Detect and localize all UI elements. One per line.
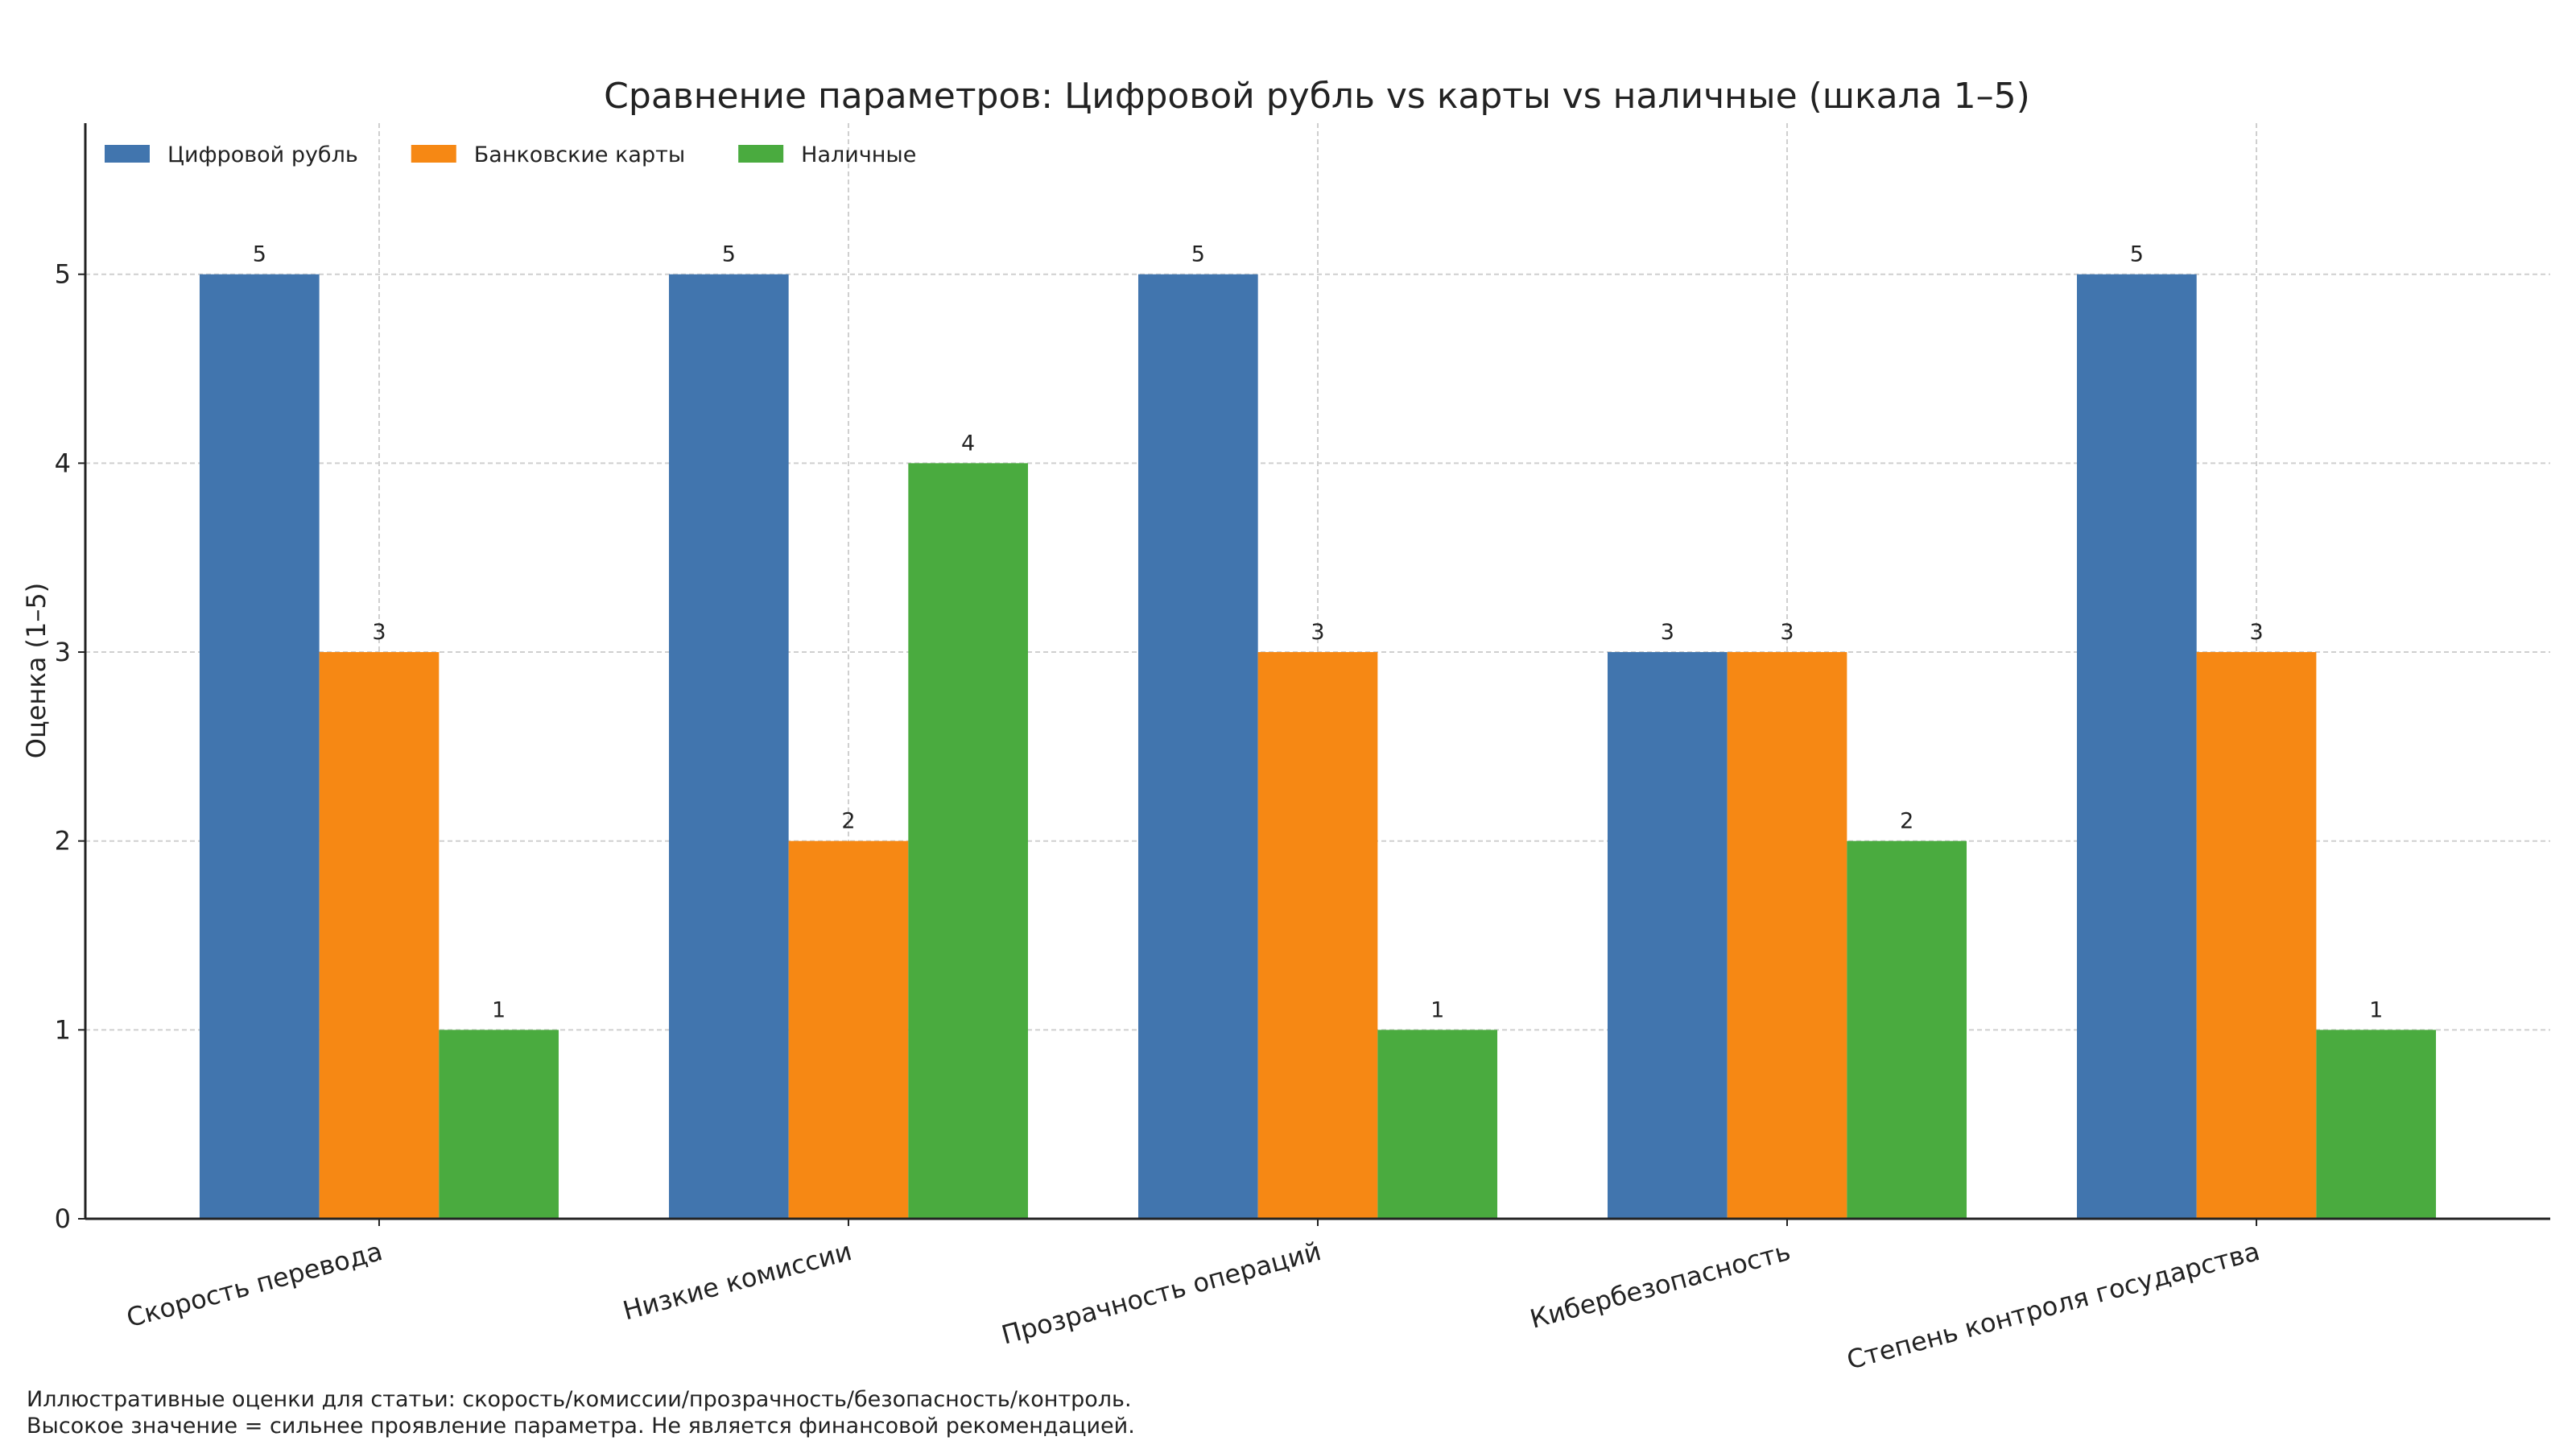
y-tick-label: 2 xyxy=(55,826,71,857)
legend-label: Цифровой рубль xyxy=(167,142,358,167)
y-tick-label: 0 xyxy=(55,1203,71,1234)
legend-swatch xyxy=(738,145,784,163)
data-label: 3 xyxy=(1661,620,1674,645)
bar xyxy=(1257,652,1378,1219)
bar xyxy=(1377,1030,1498,1219)
data-label: 5 xyxy=(1191,242,1205,267)
footer-line-2: Высокое значение = сильнее проявление па… xyxy=(27,1414,1135,1439)
data-label: 5 xyxy=(253,242,266,267)
data-label: 1 xyxy=(492,997,506,1022)
y-axis-label: Оценка (1–5) xyxy=(21,583,52,758)
chart-title: Сравнение параметров: Цифровой рубль vs … xyxy=(604,76,2030,117)
data-label: 3 xyxy=(2249,620,2263,645)
data-label: 5 xyxy=(722,242,736,267)
bar xyxy=(2316,1030,2437,1219)
bar xyxy=(2196,652,2317,1219)
x-tick-label: Степень контроля государства xyxy=(1843,1236,2263,1376)
footer-line-1: Иллюстративные оценки для статьи: скорос… xyxy=(27,1387,1132,1412)
data-labels: 5 5 5 3 5 3 2 3 3 3 1 4 1 2 1 xyxy=(253,242,2384,1023)
x-tick-label: Низкие комиссии xyxy=(620,1236,855,1326)
bar xyxy=(1847,840,1967,1219)
data-label: 1 xyxy=(1430,997,1444,1022)
bar xyxy=(1137,274,1258,1220)
y-tick-label: 3 xyxy=(55,637,71,667)
data-label: 5 xyxy=(2130,242,2144,267)
data-label: 3 xyxy=(1780,620,1794,645)
data-label: 4 xyxy=(961,431,975,456)
legend-swatch xyxy=(411,145,456,163)
bar xyxy=(319,652,440,1219)
bar xyxy=(788,840,909,1219)
bar xyxy=(199,274,320,1220)
data-label: 3 xyxy=(1311,620,1324,645)
footer-note: Иллюстративные оценки для статьи: скорос… xyxy=(27,1386,1135,1439)
y-tick-label: 4 xyxy=(55,448,71,478)
x-tick-label: Кибербезопасность xyxy=(1527,1236,1794,1335)
bar xyxy=(668,274,789,1220)
legend-swatch xyxy=(105,145,150,163)
data-label: 3 xyxy=(372,620,386,645)
bars xyxy=(199,274,2437,1220)
y-tick-label: 5 xyxy=(55,259,71,290)
data-label: 2 xyxy=(841,809,855,834)
y-tick-label: 1 xyxy=(55,1014,71,1045)
bar xyxy=(908,463,1028,1219)
data-label: 1 xyxy=(2369,997,2383,1022)
legend: Цифровой рубль Банковские карты Наличные xyxy=(105,142,916,167)
bar xyxy=(1608,652,1728,1219)
legend-label: Наличные xyxy=(801,142,916,167)
bar xyxy=(439,1030,559,1219)
x-tick-label: Прозрачность операций xyxy=(998,1236,1324,1351)
bar xyxy=(2077,274,2197,1220)
legend-label: Банковские карты xyxy=(474,142,685,167)
data-label: 2 xyxy=(1900,809,1913,834)
x-tick-label: Скорость перевода xyxy=(123,1236,386,1333)
bar xyxy=(1727,652,1847,1219)
